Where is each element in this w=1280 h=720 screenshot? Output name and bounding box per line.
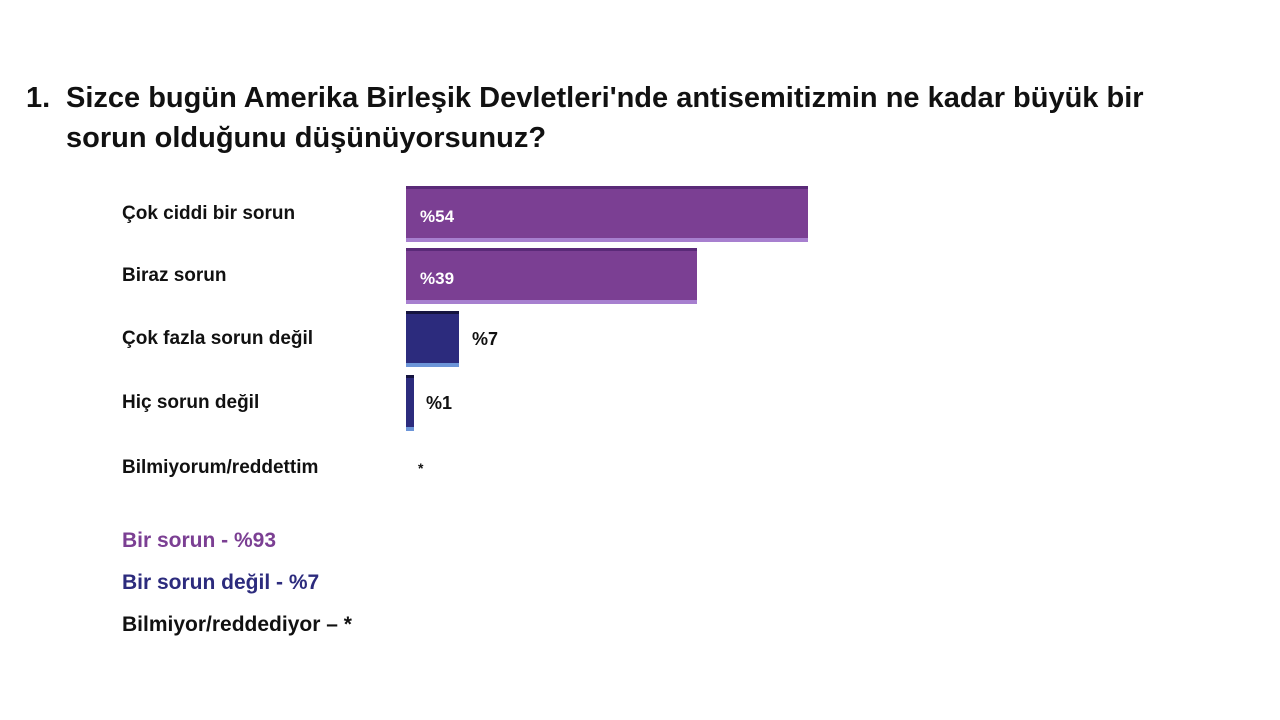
bar-value: %1 xyxy=(426,393,453,413)
bar-not-much xyxy=(406,311,459,367)
bar-not-at-all xyxy=(406,375,414,431)
row-label: Hiç sorun değil xyxy=(122,392,260,413)
bar-somewhat: %39 xyxy=(406,248,697,304)
bar-value: %39 xyxy=(420,269,455,288)
row-label: Bilmiyorum/reddettim xyxy=(122,457,319,478)
summary-not-problem: Bir sorun değil - %7 xyxy=(122,571,320,594)
chart-row: Bilmiyorum/reddettim * xyxy=(0,440,1280,496)
chart-row: Çok fazla sorun değil %7 xyxy=(0,311,1280,367)
bar-very-serious: %54 xyxy=(406,186,808,242)
question-text: Sizce bugün Amerika Birleşik Devletleri'… xyxy=(66,82,1144,154)
bar-value: %54 xyxy=(420,207,455,226)
question-number: 1. xyxy=(26,82,51,114)
summary-dont-know: Bilmiyor/reddediyor – * xyxy=(122,613,352,636)
chart-row: Çok ciddi bir sorun %54 xyxy=(0,186,1280,242)
row-label: Çok fazla sorun değil xyxy=(122,328,314,349)
summary-problem: Bir sorun - %93 xyxy=(122,529,277,552)
question-title: 1. Sizce bugün Amerika Birleşik Devletle… xyxy=(26,78,1226,158)
row-label: Biraz sorun xyxy=(122,265,227,286)
chart-row: Biraz sorun %39 xyxy=(0,248,1280,304)
bar-value: %7 xyxy=(472,329,499,349)
row-label: Çok ciddi bir sorun xyxy=(122,203,296,224)
bar-value: * xyxy=(418,460,424,476)
chart-row: Hiç sorun değil %1 xyxy=(0,375,1280,431)
